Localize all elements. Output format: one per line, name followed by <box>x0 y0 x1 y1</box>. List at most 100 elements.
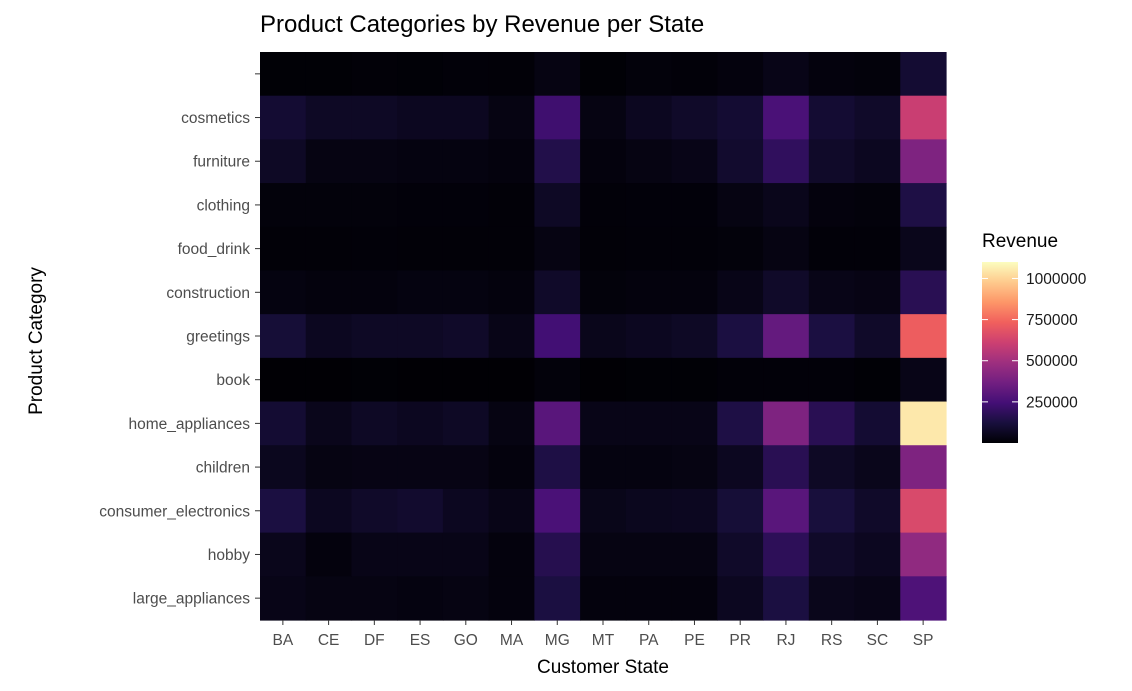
heatmap-cell <box>854 445 901 490</box>
y-tick-label: clothing <box>197 197 250 214</box>
heatmap-cell <box>397 270 444 315</box>
heatmap-cell <box>534 183 581 228</box>
heatmap-cell <box>351 183 398 228</box>
heatmap-cell <box>625 52 673 97</box>
heatmap-cell <box>534 95 581 140</box>
heatmap-cell <box>580 576 627 621</box>
heatmap-cell <box>442 52 490 97</box>
heatmap-cell <box>442 401 490 446</box>
heatmap-cell <box>854 532 901 577</box>
heatmap-cell <box>260 401 307 446</box>
heatmap-cell <box>397 52 444 97</box>
heatmap-cell <box>854 314 901 359</box>
heatmap-cell <box>808 357 856 403</box>
heatmap-cell <box>854 226 901 272</box>
y-tick-label: large_appliances <box>133 591 250 608</box>
heatmap-cell <box>808 183 856 228</box>
heatmap-cell <box>671 314 718 359</box>
heatmap-cell <box>854 357 901 403</box>
heatmap-cell <box>763 532 810 577</box>
heatmap-cell <box>442 357 490 403</box>
heatmap-cell <box>534 532 581 577</box>
heatmap-cell <box>808 532 856 577</box>
heatmap-cell <box>442 488 490 534</box>
heatmap-cell <box>900 95 947 140</box>
heatmap-cell <box>534 445 581 490</box>
heatmap-cell <box>671 183 718 228</box>
heatmap-cell <box>808 576 856 621</box>
heatmap-cell <box>351 52 398 97</box>
heatmap-cell <box>260 226 307 272</box>
heatmap-cell <box>625 401 673 446</box>
x-tick-label: RJ <box>776 632 795 649</box>
heatmap-cell <box>808 314 856 359</box>
heatmap-cell <box>763 445 810 490</box>
x-tick-label: SC <box>867 632 889 649</box>
heatmap-cell <box>763 95 810 140</box>
heatmap-cell <box>900 488 947 534</box>
heatmap-cell <box>808 401 856 446</box>
heatmap-cell <box>397 139 444 184</box>
x-tick-label: ES <box>410 632 431 649</box>
heatmap-cell <box>488 532 535 577</box>
heatmap-cell <box>534 270 581 315</box>
y-tick-label: hobby <box>208 547 250 564</box>
heatmap-cell <box>305 183 353 228</box>
heatmap-cell <box>534 226 581 272</box>
heatmap-cell <box>397 314 444 359</box>
heatmap-cell <box>534 314 581 359</box>
heatmap-cell <box>534 576 581 621</box>
heatmap-cell <box>442 532 490 577</box>
heatmap-cell <box>580 445 627 490</box>
heatmap-cell <box>808 270 856 315</box>
heatmap-cell <box>260 532 307 577</box>
heatmap-cell <box>351 226 398 272</box>
y-tick-label: home_appliances <box>128 416 250 433</box>
heatmap-cell <box>854 52 901 97</box>
legend-tick-label: 500000 <box>1026 353 1078 370</box>
heatmap-cell <box>534 401 581 446</box>
legend-ticks: 250000 500000 750000 1000000 <box>982 271 1087 411</box>
heatmap-cell <box>580 314 627 359</box>
heatmap-cell <box>260 576 307 621</box>
heatmap-cell <box>717 445 764 490</box>
heatmap-cell <box>442 270 490 315</box>
heatmap-cell <box>900 139 947 184</box>
heatmap-cell <box>900 183 947 228</box>
heatmap-cell <box>808 52 856 97</box>
heatmap-cell <box>580 226 627 272</box>
heatmap-cell <box>717 270 764 315</box>
x-tick-label: BA <box>273 632 294 649</box>
heatmap-cell <box>351 139 398 184</box>
heatmap-cell <box>854 270 901 315</box>
heatmap-cell <box>351 314 398 359</box>
heatmap-cell <box>580 183 627 228</box>
heatmap-cell <box>442 226 490 272</box>
y-axis-ticks: cosmetics furniture clothing food_drinkcons… <box>99 73 260 608</box>
heatmap-cell <box>488 52 535 97</box>
heatmap-cell <box>397 357 444 403</box>
heatmap-cell <box>625 357 673 403</box>
x-tick-label: PR <box>729 632 751 649</box>
heatmap-cell <box>442 445 490 490</box>
heatmap-cell <box>900 445 947 490</box>
heatmap-cell <box>305 314 353 359</box>
heatmap-cell <box>717 183 764 228</box>
y-tick-label: children <box>196 460 250 477</box>
heatmap-cell <box>717 314 764 359</box>
heatmap-cell <box>625 226 673 272</box>
heatmap-cell <box>717 95 764 140</box>
heatmap-cell <box>580 401 627 446</box>
x-axis-title: Customer State <box>537 657 669 678</box>
heatmap-cell <box>260 183 307 228</box>
heatmap-cell <box>625 270 673 315</box>
heatmap-cell <box>854 488 901 534</box>
heatmap-cell <box>900 52 947 97</box>
heatmap-cell <box>625 488 673 534</box>
heatmap-cell <box>305 357 353 403</box>
heatmap-cell <box>763 183 810 228</box>
heatmap-cell <box>625 314 673 359</box>
heatmap-cell <box>580 270 627 315</box>
legend-colorbar <box>982 262 1018 443</box>
heatmap-cell <box>717 226 764 272</box>
